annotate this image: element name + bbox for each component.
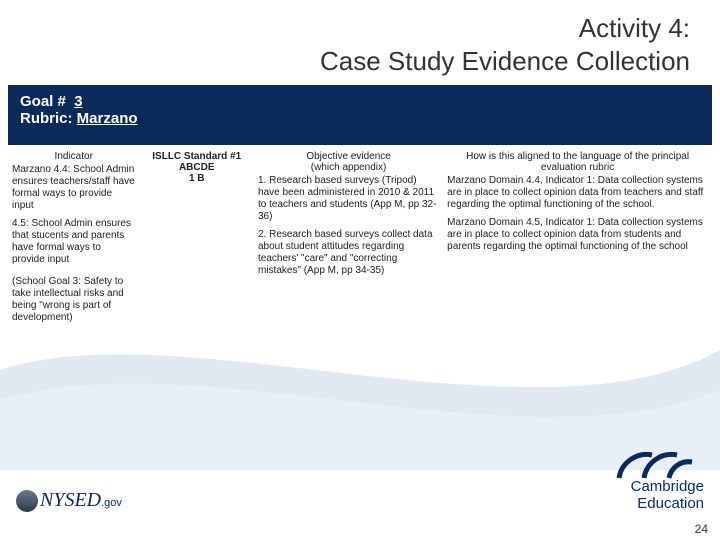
aligned-row-2: Marzano Domain 4.5, Indicator 1: Data co… [447,217,708,253]
col-indicator: Indicator Marzano 4.4: School Admin ensu… [8,149,139,330]
indicator-row-1: Marzano 4.4: School Admin ensures teache… [12,164,135,212]
slide-title: Activity 4: Case Study Evidence Collecti… [0,0,720,85]
aligned-header-2: evaluation rubric [541,162,614,173]
indicator-row-3: (School Goal 3: Safety to take intellect… [12,276,135,324]
title-line-2: Case Study Evidence Collection [320,46,690,76]
goal-value: 3 [74,93,82,110]
indicator-row-2: 4.5: School Admin ensures that stucents … [12,218,135,266]
objective-header-2: (which appendix) [311,162,387,173]
objective-row-1: 1. Research based surveys (Tripod) have … [258,175,439,223]
aligned-row-1: Marzano Domain 4.4, Indicator 1: Data co… [447,175,708,211]
background-swoosh [0,310,720,470]
isllc-header-2: ABCDE [143,162,250,173]
objective-header-1: Objective evidence [306,151,391,162]
col-isllc: ISLLC Standard #1 ABCDE 1 B [139,149,254,330]
page-number: 24 [695,522,708,536]
col-aligned: How is this aligned to the language of t… [443,149,712,330]
footer-logos: NYSED.gov Cambridge Education [0,456,720,512]
title-line-1: Activity 4: [579,13,690,43]
rubric-label: Rubric: [20,110,73,127]
nysed-gov: .gov [101,497,122,509]
isllc-header-1: ISLLC Standard #1 [143,151,250,162]
nysed-seal-icon [16,490,38,512]
objective-row-2: 2. Research based surveys collect data a… [258,229,439,277]
cambridge-logo: Cambridge Education [631,456,704,512]
nysed-logo: NYSED.gov [16,489,122,512]
isllc-header-3: 1 B [143,173,250,184]
goal-rubric-header: Goal # 3 Rubric: Marzano [8,85,712,145]
aligned-header-1: How is this aligned to the language of t… [466,151,689,162]
goal-label: Goal # [20,93,66,110]
nysed-text: NYSED [40,489,101,511]
cambridge-arcs-icon [614,450,694,480]
cambridge-line-1: Cambridge [631,478,704,495]
col-objective: Objective evidence (which appendix) 1. R… [254,149,443,330]
cambridge-line-2: Education [637,495,704,512]
indicator-header: Indicator [12,151,135,162]
rubric-value: Marzano [77,110,138,127]
evidence-table: Indicator Marzano 4.4: School Admin ensu… [8,149,712,330]
